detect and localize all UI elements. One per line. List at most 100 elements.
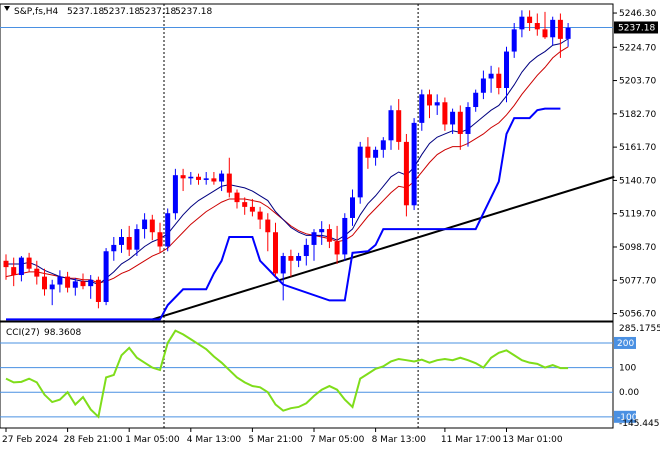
- time-tick-label: 1 Mar 05:00: [125, 435, 180, 445]
- candle-body: [496, 73, 502, 89]
- candle: [234, 189, 240, 209]
- price-tick-label: 5056.70: [619, 310, 656, 320]
- cci-axis: 200 100 0.00 -100 285.1755 -145.4456: [614, 324, 660, 429]
- candle: [126, 225, 132, 257]
- candle-body: [149, 219, 155, 233]
- candle-body: [265, 219, 271, 233]
- time-tick-label: 4 Mar 13:00: [187, 435, 242, 445]
- cci-level-label: 100: [619, 364, 636, 374]
- candle: [450, 108, 456, 134]
- price-frame: [0, 3, 614, 322]
- candle: [119, 229, 124, 253]
- candle-body: [442, 102, 448, 125]
- candle-body: [357, 146, 363, 198]
- candle: [165, 208, 171, 252]
- time-tick-label: 8 Mar 13:00: [372, 435, 427, 445]
- candle-body: [457, 111, 463, 134]
- candle: [265, 213, 271, 252]
- cci-frame: [0, 321, 614, 429]
- candle: [65, 271, 71, 293]
- candle-body: [18, 257, 24, 276]
- candle-body: [504, 51, 509, 89]
- candle-body: [134, 229, 140, 250]
- candle-body: [534, 23, 540, 30]
- candle-body: [42, 276, 47, 290]
- candle: [519, 10, 525, 38]
- candle: [303, 238, 309, 266]
- candle-body: [311, 232, 317, 245]
- candle: [311, 229, 317, 261]
- candle-body: [280, 256, 286, 274]
- candle-body: [180, 175, 186, 179]
- candle: [72, 278, 78, 296]
- candle: [57, 270, 63, 293]
- cci-max-label: 285.1755: [619, 324, 660, 334]
- candle-body: [350, 197, 355, 218]
- time-tick-label: 27 Feb 2024: [2, 435, 58, 445]
- candle: [257, 206, 263, 230]
- candle-body: [296, 256, 302, 261]
- candle-body: [273, 232, 278, 274]
- candle-body: [473, 92, 479, 108]
- cci-level-tag: [614, 410, 636, 423]
- candle: [26, 252, 32, 272]
- price-panel[interactable]: [0, 3, 615, 322]
- cci-level-label: 200: [617, 339, 634, 349]
- candle: [542, 11, 548, 39]
- candle-body: [11, 267, 17, 276]
- price-tick-label: 5140.70: [619, 176, 656, 186]
- candle: [149, 214, 155, 241]
- cci-level-label: -100: [617, 413, 638, 423]
- candle-body: [396, 110, 402, 142]
- candle-body: [373, 149, 379, 158]
- candle: [357, 141, 363, 204]
- ohlc-high: 5237.18: [103, 7, 140, 17]
- candle: [373, 146, 379, 166]
- candle: [180, 168, 186, 192]
- candle-body: [334, 241, 340, 255]
- candle-body: [434, 102, 440, 106]
- price-tick-label: 5077.70: [619, 276, 656, 286]
- candle-body: [411, 122, 417, 206]
- price-axis: 5246.30 5224.70 5203.70 5182.70 5161.70 5140.…: [613, 9, 658, 320]
- candle-body: [365, 146, 371, 158]
- candle: [49, 279, 55, 306]
- candle-body: [403, 141, 409, 206]
- candle-body: [488, 73, 494, 79]
- candle: [403, 133, 409, 217]
- price-tick-label: 5224.70: [619, 43, 656, 53]
- candle: [350, 189, 355, 226]
- candle-body: [165, 213, 171, 247]
- candle-body: [126, 236, 132, 250]
- candle: [334, 225, 340, 264]
- candle: [273, 222, 278, 277]
- candle-body: [95, 279, 101, 302]
- price-tick-label: 5182.70: [619, 110, 656, 120]
- candle: [473, 89, 479, 112]
- candle-body: [427, 94, 432, 106]
- candle: [396, 99, 402, 150]
- candle: [226, 157, 232, 198]
- candle: [419, 89, 425, 131]
- cci-line: [5, 329, 569, 419]
- current-price-tag-label: 5237.18: [618, 23, 655, 33]
- time-tick-label: 11 Mar 17:00: [441, 435, 501, 445]
- candle-body: [519, 16, 525, 30]
- candle-body: [119, 236, 124, 245]
- candle-body: [557, 19, 563, 39]
- price-tick-label: 5119.70: [619, 210, 656, 220]
- trendline[interactable]: [152, 175, 615, 321]
- candle-body: [565, 27, 571, 39]
- candle-body: [480, 78, 486, 93]
- candle-body: [26, 257, 32, 269]
- candle: [550, 16, 556, 46]
- candle-body: [257, 211, 263, 220]
- candle-body: [49, 284, 55, 290]
- candle: [11, 257, 17, 287]
- candle: [326, 224, 332, 249]
- cci-panel[interactable]: [0, 321, 614, 429]
- chevron-down-icon[interactable]: [4, 6, 10, 11]
